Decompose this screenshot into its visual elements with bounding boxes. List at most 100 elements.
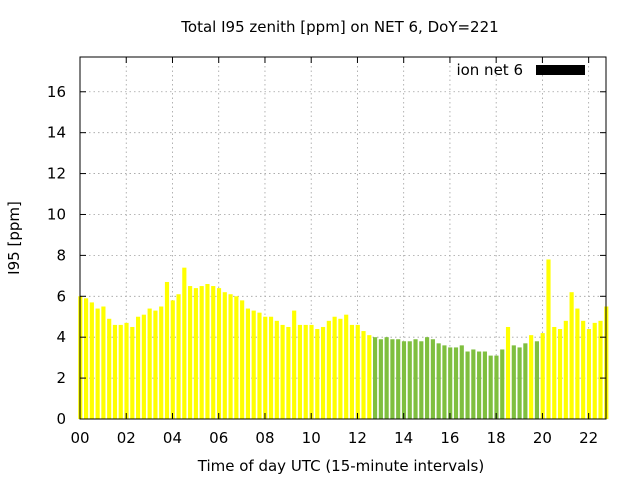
- x-tick-labels: 00 02 04 06 08 10 12 14 16 18 20 22: [70, 429, 598, 447]
- bar: [396, 339, 401, 419]
- bar: [263, 316, 268, 419]
- bar: [234, 296, 239, 419]
- x-tick-label: 08: [255, 429, 274, 447]
- bar: [222, 292, 227, 419]
- bar: [529, 335, 534, 419]
- bar: [193, 288, 198, 419]
- bar: [101, 306, 106, 419]
- bar: [153, 310, 158, 419]
- bar: [471, 349, 476, 419]
- bar: [546, 259, 551, 419]
- legend-swatch: [536, 65, 585, 75]
- bar: [540, 333, 545, 419]
- bar: [147, 308, 152, 419]
- bar: [517, 347, 522, 419]
- y-tick-label: 8: [56, 246, 66, 264]
- bar: [199, 286, 204, 419]
- y-tick-label: 6: [56, 287, 66, 305]
- plot-frame: [79, 56, 607, 420]
- bar: [95, 308, 100, 419]
- bar: [563, 320, 568, 419]
- bar: [251, 310, 256, 419]
- bar: [170, 300, 175, 419]
- x-tick-label: 16: [440, 429, 459, 447]
- y-tick-label: 2: [56, 369, 66, 387]
- bar: [592, 322, 597, 419]
- bar: [338, 318, 343, 419]
- bar: [164, 281, 170, 419]
- bar: [286, 326, 291, 419]
- bar: [378, 339, 383, 419]
- bar: [367, 335, 372, 419]
- bar: [534, 341, 540, 419]
- bar: [505, 326, 511, 419]
- bar: [361, 331, 366, 419]
- bar: [332, 316, 337, 419]
- bar: [413, 339, 418, 419]
- y-tick-label: 12: [47, 165, 66, 183]
- bar: [240, 300, 245, 419]
- bar: [425, 337, 430, 419]
- bar: [482, 351, 487, 419]
- bar: [124, 322, 129, 419]
- bar: [494, 355, 499, 419]
- bar: [268, 316, 274, 419]
- y-tick-labels: 0 2 4 6 8 10 12 14 16: [47, 83, 66, 428]
- bar: [430, 339, 435, 419]
- bar: [297, 324, 303, 419]
- bar: [112, 324, 118, 419]
- bar: [552, 326, 557, 419]
- x-tick-label: 14: [394, 429, 413, 447]
- bar: [130, 326, 135, 419]
- bar: [557, 329, 563, 419]
- bar: [136, 316, 141, 419]
- bar: [326, 320, 331, 419]
- bar: [523, 343, 528, 419]
- bar: [581, 320, 586, 419]
- bar: [159, 306, 164, 419]
- bar: [355, 324, 360, 419]
- bar: [280, 324, 285, 419]
- bar: [118, 324, 123, 419]
- bar: [292, 310, 297, 419]
- bars-group: [78, 259, 609, 419]
- legend-label: ion net 6: [456, 61, 523, 79]
- bar: [315, 329, 320, 419]
- bar: [436, 343, 441, 419]
- y-tick-label: 16: [47, 83, 66, 101]
- bar: [511, 345, 516, 419]
- bar: [176, 294, 181, 419]
- bar: [448, 347, 453, 419]
- bar: [182, 267, 187, 419]
- bar: [373, 337, 378, 419]
- bar: [211, 286, 216, 419]
- bar: [390, 339, 395, 419]
- bar: [205, 284, 210, 419]
- bar: [401, 341, 407, 419]
- x-tick-label: 02: [117, 429, 136, 447]
- x-tick-label: 00: [70, 429, 89, 447]
- bar: [488, 355, 493, 419]
- y-tick-label: 14: [47, 124, 66, 142]
- x-tick-label: 20: [533, 429, 552, 447]
- bar: [586, 329, 592, 419]
- axis-ticks: [79, 57, 606, 420]
- legend: ion net 6: [456, 61, 585, 79]
- bar: [245, 308, 250, 419]
- bar: [384, 337, 389, 419]
- bar: [500, 349, 505, 419]
- x-tick-label: 10: [302, 429, 321, 447]
- bar: [274, 320, 279, 419]
- bar: [320, 326, 326, 419]
- bar: [303, 324, 308, 419]
- bar: [477, 351, 482, 419]
- bar: [575, 308, 580, 419]
- bar: [83, 298, 89, 419]
- bar: [459, 345, 464, 419]
- x-tick-label: 12: [348, 429, 367, 447]
- bar: [407, 341, 412, 419]
- x-tick-label: 18: [487, 429, 506, 447]
- bar: [141, 314, 146, 419]
- y-axis-label: I95 [ppm]: [5, 201, 23, 275]
